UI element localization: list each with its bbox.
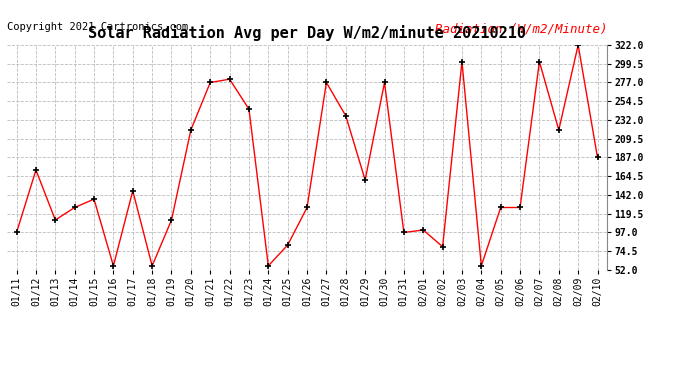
Text: Radiation (W/m2/Minute): Radiation (W/m2/Minute) bbox=[435, 22, 607, 36]
Title: Solar Radiation Avg per Day W/m2/minute 20210210: Solar Radiation Avg per Day W/m2/minute … bbox=[88, 25, 526, 41]
Text: Copyright 2021 Cartronics.com: Copyright 2021 Cartronics.com bbox=[7, 22, 188, 33]
